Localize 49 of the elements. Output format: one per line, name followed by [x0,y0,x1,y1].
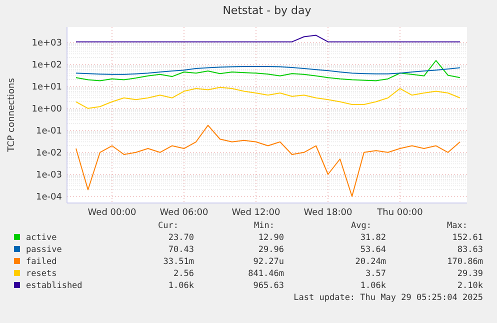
x-tick-label: Thu 00:00 [376,208,424,218]
y-tick-label: 1e+00 [32,104,62,115]
legend-label: failed [26,257,57,267]
y-tick-label: 1e+02 [32,60,62,71]
text: 92.27u [253,257,284,267]
text: 170.86m [447,257,483,267]
text: 33.51m [163,257,194,267]
text: 152.61 [452,233,483,243]
text: 83.63 [457,245,483,255]
text: 2.10k [457,281,483,291]
text: 53.64 [360,245,386,255]
x-tick-label: Wed 06:00 [160,208,208,218]
x-tick-label: Wed 00:00 [88,208,136,218]
line-series [76,66,460,75]
text: 20.24m [355,257,386,267]
text: 2.56 [174,269,194,279]
text: 29.39 [457,269,483,279]
text: 31.82 [360,233,386,243]
y-tick-label: 1e-01 [36,126,62,137]
y-tick-label: 1e+03 [32,38,62,49]
y-axis-title: TCP connections [7,78,17,153]
x-tick-label: Wed 18:00 [304,208,352,218]
text: 1.06k [168,281,194,291]
x-tick-label: Wed 12:00 [232,208,280,218]
text: 3.57 [366,269,386,279]
y-tick-label: 1e+01 [32,82,62,93]
text: Min: [254,221,274,231]
legend-label: established [26,281,82,291]
text: 70.43 [168,245,194,255]
y-tick-label: 1e-03 [36,170,62,181]
text: 965.63 [253,281,284,291]
text: 841.46m [248,269,284,279]
text: Cur: [158,221,178,231]
line-series [76,60,460,82]
text: Avg: [351,221,372,231]
legend-label: resets [26,269,57,279]
y-tick-label: 1e-02 [36,148,62,159]
chart-title: Netstat - by day [222,4,312,17]
text: 23.70 [168,233,194,243]
y-tick-label: 1e-04 [36,192,62,203]
text: Last update: Thu May 29 05:25:04 2025 [294,293,483,303]
text: 1.06k [360,281,386,291]
text: 29.96 [258,245,284,255]
text: Max: [447,221,468,231]
line-series [76,86,460,109]
text: 12.90 [258,233,284,243]
line-series [76,124,460,197]
legend-label: passive [26,245,62,255]
legend-label: active [26,233,57,243]
